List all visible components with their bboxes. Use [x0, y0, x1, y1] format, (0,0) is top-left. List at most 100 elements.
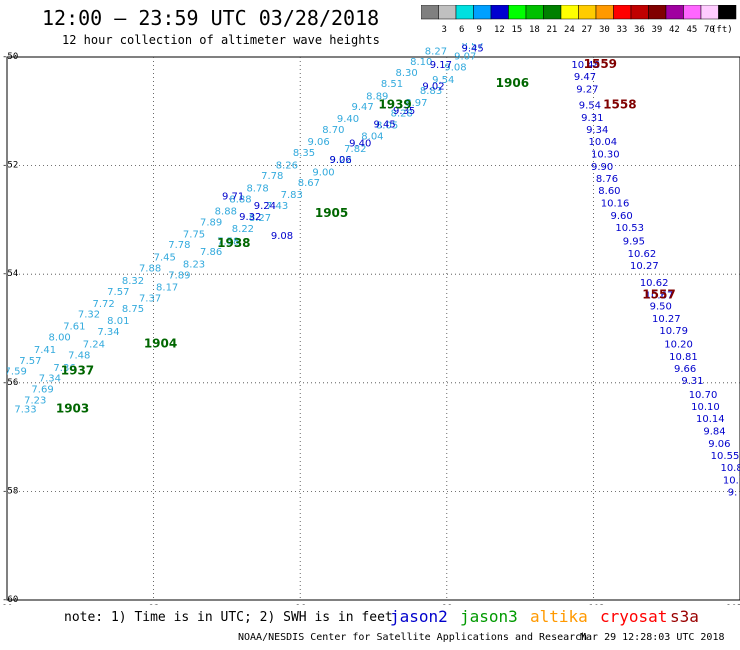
- wave-height-label: 10.70: [689, 390, 718, 401]
- wave-height-label: 9.22: [330, 155, 352, 166]
- x-tick-label: 102: [588, 604, 604, 605]
- wave-height-label: 10.62: [640, 278, 669, 289]
- wave-height-label: 9.: [728, 488, 738, 499]
- wave-height-label: 10.27: [630, 261, 659, 272]
- wave-height-label: 8.83: [420, 86, 442, 97]
- wave-height-label: 10.16: [601, 198, 630, 209]
- wave-height-label: 8.75: [122, 304, 144, 315]
- wave-height-label: 8.35: [293, 148, 315, 159]
- wave-height-label: 8.57: [461, 41, 483, 52]
- wave-height-label: 10.04: [589, 137, 618, 148]
- wave-height-label: 7.48: [68, 350, 90, 361]
- wave-height-label: 8.17: [156, 282, 178, 293]
- x-tick-label: 105: [726, 604, 740, 605]
- x-tick-label: 96: [295, 604, 306, 605]
- wave-height-label: 9.32: [239, 212, 261, 223]
- scale-label: 21: [547, 25, 558, 35]
- wave-height-label: 10.67: [645, 291, 674, 302]
- wave-height-label: 9.31: [681, 376, 703, 387]
- pass-number-label: 1558: [603, 98, 636, 112]
- scale-label: 30: [599, 25, 610, 35]
- wave-height-label: 7.59: [5, 367, 27, 378]
- scale-label: 6: [459, 25, 464, 35]
- y-tick-label: -54: [2, 269, 18, 279]
- wave-height-label: 8.30: [395, 68, 417, 79]
- wave-height-label: 8.32: [122, 276, 144, 287]
- wave-height-label: 7.45: [154, 253, 176, 264]
- wave-height-label: 7.34: [39, 374, 61, 385]
- scale-label: 9: [477, 25, 482, 35]
- wave-height-label: 9.45: [374, 120, 396, 131]
- wave-height-label: 7.58: [217, 236, 239, 247]
- pass-number-label: 1905: [315, 206, 348, 220]
- wave-height-label: 7.69: [31, 385, 53, 396]
- color-scale-legend: 3 6 9 12 15 18 21 24 27 30 33 36 39 42 45 70(ft): [421, 5, 737, 35]
- wave-height-label: 8.88: [229, 195, 251, 206]
- wave-height-label: 7.34: [97, 327, 119, 338]
- wave-height-label: 9.00: [312, 167, 334, 178]
- pass-number-label: 1938: [217, 236, 250, 250]
- scale-label: 45: [687, 25, 698, 35]
- pass-number-label: 1937: [61, 364, 94, 378]
- wave-height-label: 7.83: [281, 190, 303, 201]
- wave-height-label: 7.24: [83, 340, 105, 351]
- wave-height-label: 9.66: [674, 364, 696, 375]
- wave-height-label: 8.01: [107, 316, 129, 327]
- wave-height-label: 7.32: [78, 310, 100, 321]
- wave-height-label: 7.75: [183, 229, 205, 240]
- scale-label: 27: [582, 25, 593, 35]
- wave-height-label: 8.10: [410, 57, 432, 68]
- wave-height-label: 8.00: [49, 332, 71, 343]
- scale-label: 39: [652, 25, 663, 35]
- wave-height-label: 9.47: [574, 72, 596, 83]
- pass-number-label: 1557: [642, 288, 675, 302]
- wave-height-label: 10.48: [571, 60, 600, 71]
- wave-height-label: 9.50: [650, 301, 672, 312]
- wave-height-label: 8.04: [361, 132, 383, 143]
- wave-height-label: 7.89: [200, 217, 222, 228]
- wave-height-label: 10.79: [659, 326, 688, 337]
- x-tick-label: 99: [442, 604, 453, 605]
- wave-height-label: 8.88: [215, 206, 237, 217]
- wave-height-label: 7.37: [139, 293, 161, 304]
- wave-height-label: 9.06: [330, 155, 352, 166]
- wave-height-label: 7.23: [24, 395, 46, 406]
- wave-height-label: 7.41: [34, 345, 56, 356]
- pass-number-label: 1939: [378, 98, 411, 112]
- legend-s3a: s3a: [670, 607, 699, 626]
- wave-height-label: 8.51: [381, 79, 403, 90]
- wave-height-label: 10.20: [664, 340, 693, 351]
- chart-subtitle: 12 hour collection of altimeter wave hei…: [62, 33, 380, 47]
- scale-label: 70: [704, 25, 715, 35]
- x-tick-label: 90: [2, 604, 13, 605]
- wave-height-label: 9.71: [222, 191, 244, 202]
- wave-height-label: 7.82: [344, 144, 366, 155]
- y-tick-label: -50: [2, 52, 18, 62]
- wave-height-label: 9.47: [352, 102, 374, 113]
- wave-height-label: 7.33: [14, 405, 36, 416]
- scale-label: 42: [669, 25, 680, 35]
- pass-number-label: 1903: [56, 402, 89, 416]
- wave-height-label: 10.14: [696, 414, 725, 425]
- wave-height-label: 8.28: [391, 109, 413, 120]
- wave-height-label: 8.22: [232, 224, 254, 235]
- wave-height-label: 7.57: [107, 287, 129, 298]
- wave-height-label: 10.30: [591, 149, 620, 160]
- wave-height-label: 9.06: [308, 137, 330, 148]
- wave-height-label: 7.72: [93, 299, 115, 310]
- wave-height-label: 10.55: [711, 451, 740, 462]
- wave-height-label: 9.40: [337, 114, 359, 125]
- wave-height-label: 8.23: [183, 260, 205, 271]
- wave-height-label: 9.90: [591, 162, 613, 173]
- wave-height-label: 10.81: [720, 463, 740, 474]
- wave-height-label: 9.54: [579, 101, 601, 112]
- wave-height-label: 7.36: [53, 363, 75, 374]
- scale-label: 3: [442, 25, 447, 35]
- wave-height-label: 10.10: [691, 402, 720, 413]
- wave-height-label: 9.31: [581, 113, 603, 124]
- track-labels: 10.489.479.279.549.319.3410.0410.309.908…: [5, 41, 740, 499]
- wave-height-label: 9.07: [454, 52, 476, 63]
- wave-height-label: 8.76: [596, 174, 618, 185]
- wave-height-label: 8.97: [405, 98, 427, 109]
- legend-jason3: jason3: [460, 607, 518, 626]
